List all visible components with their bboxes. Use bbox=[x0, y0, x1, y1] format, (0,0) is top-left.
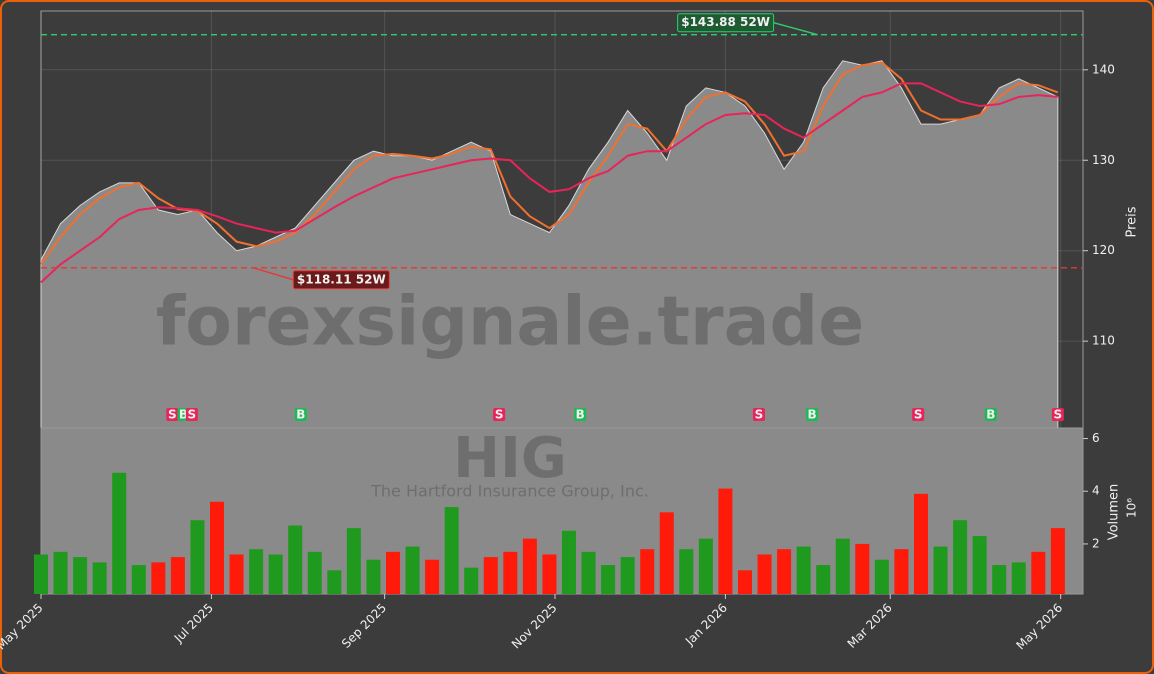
volume-bar bbox=[953, 520, 968, 594]
signal-label: S bbox=[1054, 408, 1063, 422]
volume-bar bbox=[249, 549, 264, 594]
signal-label: S bbox=[914, 408, 923, 422]
volume-bar bbox=[53, 551, 68, 594]
watermark: forexsignale.trade bbox=[156, 283, 865, 362]
volume-bar bbox=[640, 549, 655, 594]
volume-bar bbox=[366, 559, 381, 594]
signal-label: S bbox=[188, 408, 197, 422]
volume-bar bbox=[34, 554, 48, 594]
volume-bar bbox=[131, 565, 146, 594]
volume-bar bbox=[385, 551, 400, 594]
volume-bar bbox=[757, 554, 772, 594]
volume-bar bbox=[894, 549, 909, 594]
volume-bar bbox=[737, 570, 752, 594]
range-label-box bbox=[292, 270, 390, 290]
y-tick-label: 4 bbox=[1092, 484, 1100, 498]
volume-bar bbox=[503, 551, 518, 594]
signal-marker bbox=[166, 408, 179, 421]
volume-bar bbox=[972, 536, 987, 594]
company-watermark: The Hartford Insurance Group, Inc. bbox=[370, 482, 649, 501]
signal-label: S bbox=[755, 408, 764, 422]
volume-bar bbox=[855, 543, 870, 594]
signal-marker bbox=[294, 408, 307, 421]
volume-bar bbox=[620, 557, 635, 594]
volume-bar bbox=[542, 554, 557, 594]
signal-marker bbox=[185, 408, 198, 421]
volume-bar bbox=[835, 538, 850, 594]
volume-bar bbox=[561, 530, 576, 594]
volume-bar bbox=[913, 493, 928, 594]
volume-bar bbox=[464, 567, 479, 594]
volume-bar bbox=[698, 538, 713, 594]
volume-bar bbox=[718, 488, 733, 594]
y-tick-label: 2 bbox=[1092, 536, 1100, 550]
y-tick-label: 6 bbox=[1092, 431, 1100, 445]
ema-line bbox=[40, 61, 1059, 265]
signal-label: B bbox=[296, 408, 305, 422]
volume-bar bbox=[190, 520, 205, 594]
ema-line bbox=[40, 82, 1058, 284]
volume-bar bbox=[933, 546, 948, 594]
volume-bar bbox=[151, 562, 166, 594]
volume-bar bbox=[444, 507, 459, 594]
y-tick-label: 120 bbox=[1092, 243, 1115, 257]
volume-bar bbox=[581, 551, 596, 594]
volume-bar bbox=[229, 554, 244, 594]
volume-bar bbox=[992, 565, 1007, 594]
signal-marker bbox=[912, 408, 925, 421]
symbol-watermark: HIG bbox=[453, 426, 567, 491]
signal-marker bbox=[752, 408, 765, 421]
volume-bar bbox=[874, 559, 889, 594]
volume-bar bbox=[307, 551, 322, 594]
signal-marker bbox=[574, 408, 587, 421]
y-tick-label: 130 bbox=[1092, 153, 1115, 167]
volume-bar bbox=[522, 538, 537, 594]
signal-label: S bbox=[168, 408, 177, 422]
volume-bar bbox=[170, 557, 185, 594]
range-label-box bbox=[677, 13, 775, 33]
y-axis-label: Preis bbox=[1125, 206, 1140, 237]
volume-axis-label: Volumen bbox=[1107, 484, 1122, 541]
signal-label: B bbox=[986, 408, 995, 422]
volume-bar bbox=[659, 512, 674, 594]
signal-label: B bbox=[576, 408, 585, 422]
volume-bar bbox=[288, 525, 303, 594]
volume-bar bbox=[679, 549, 694, 594]
range-arrow bbox=[773, 21, 818, 36]
volume-bar bbox=[483, 557, 498, 594]
signal-marker bbox=[806, 408, 819, 421]
volume-bar bbox=[1050, 528, 1065, 594]
volume-bar bbox=[816, 565, 831, 594]
range-arrow bbox=[253, 267, 294, 281]
signal-marker bbox=[984, 408, 997, 421]
y-tick-label: 110 bbox=[1092, 334, 1115, 348]
price-area bbox=[40, 60, 1059, 429]
range-label: $143.88 52W bbox=[681, 15, 770, 29]
volume-bar bbox=[1011, 562, 1026, 594]
volume-bar bbox=[327, 570, 342, 594]
volume-bar bbox=[1031, 551, 1046, 594]
signal-marker bbox=[493, 408, 506, 421]
volume-bar bbox=[209, 501, 224, 594]
signal-label: B bbox=[807, 408, 816, 422]
volume-bar bbox=[112, 472, 127, 594]
volume-bar bbox=[73, 557, 88, 594]
volume-bar bbox=[601, 565, 616, 594]
signal-marker bbox=[1051, 408, 1064, 421]
volume-bar bbox=[777, 549, 792, 594]
volume-unit: 10⁶ bbox=[1125, 498, 1139, 518]
volume-bar bbox=[425, 559, 440, 594]
range-label: $118.11 52W bbox=[297, 272, 386, 286]
volume-bar bbox=[268, 554, 283, 594]
volume-bar bbox=[346, 528, 361, 594]
signal-label: S bbox=[495, 408, 504, 422]
volume-bar bbox=[92, 562, 107, 594]
volume-bar bbox=[796, 546, 811, 594]
volume-bar bbox=[405, 546, 420, 594]
y-tick-label: 140 bbox=[1092, 62, 1115, 76]
signal-label: B bbox=[179, 408, 188, 422]
